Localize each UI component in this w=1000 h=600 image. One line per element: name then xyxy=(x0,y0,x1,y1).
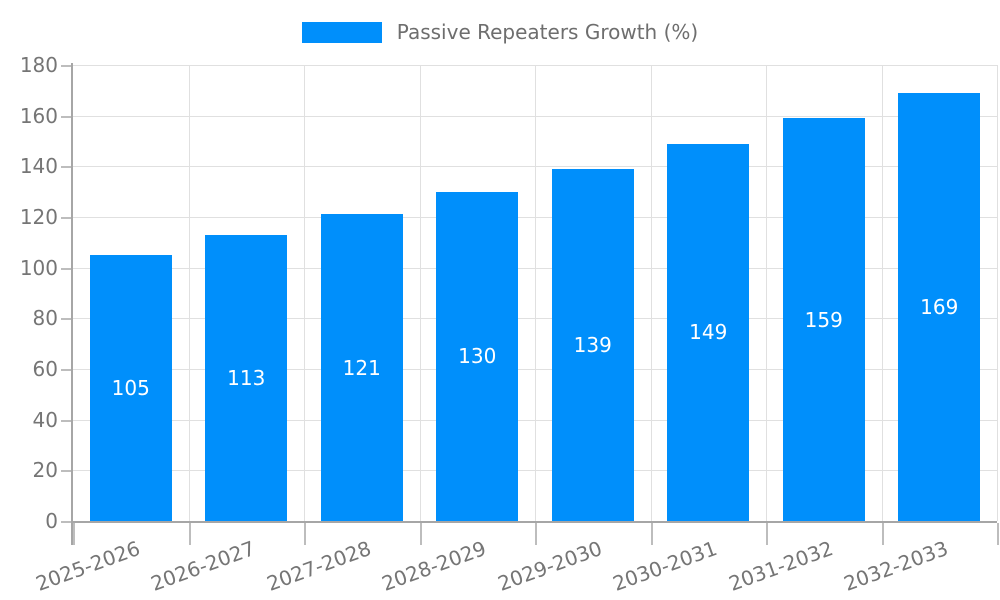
bar-value-label: 130 xyxy=(458,344,497,369)
bar-value-label: 113 xyxy=(227,365,266,390)
y-axis-tick xyxy=(61,419,71,422)
x-axis-tick xyxy=(650,523,653,545)
bar[interactable]: 113 xyxy=(205,234,288,521)
x-axis-tick xyxy=(997,523,999,545)
bar-value-label: 159 xyxy=(804,307,843,332)
x-gridline xyxy=(650,65,652,521)
x-gridline xyxy=(881,65,883,521)
bar-value-label: 105 xyxy=(111,376,150,400)
x-axis-tick xyxy=(881,523,884,545)
y-axis-tick xyxy=(61,65,71,67)
y-axis-label: 160 xyxy=(19,103,58,128)
y-axis-tick xyxy=(61,470,71,473)
y-axis-label: 180 xyxy=(19,53,58,77)
y-axis-tick xyxy=(61,267,71,270)
y-axis-label: 20 xyxy=(32,458,58,483)
x-gridline xyxy=(304,65,305,521)
x-axis-tick xyxy=(535,523,537,545)
y-axis-tick xyxy=(61,318,71,321)
bar[interactable]: 139 xyxy=(551,168,634,521)
y-axis-tick xyxy=(61,217,71,219)
y-axis-tick xyxy=(61,115,71,118)
bar-value-label: 149 xyxy=(689,320,728,345)
bar[interactable]: 159 xyxy=(782,118,865,521)
x-axis-label: 2029-2030 xyxy=(494,536,605,596)
x-axis-label: 2026-2027 xyxy=(147,536,259,596)
x-axis-label: 2025-2026 xyxy=(32,536,143,596)
bar[interactable]: 105 xyxy=(89,255,172,521)
y-axis-label: 140 xyxy=(19,154,58,179)
y-axis-label: 80 xyxy=(32,306,58,331)
x-axis-tick xyxy=(188,523,191,545)
x-gridline xyxy=(766,65,767,521)
bar[interactable]: 169 xyxy=(898,92,981,521)
x-gridline xyxy=(419,65,421,521)
x-gridline xyxy=(997,65,998,521)
bar[interactable]: 121 xyxy=(320,214,403,521)
x-axis-label: 2031-2032 xyxy=(725,536,836,596)
legend-series-label: Passive Repeaters Growth (%) xyxy=(396,20,699,44)
x-axis-tick xyxy=(766,523,768,545)
bar-value-label: 121 xyxy=(342,355,381,380)
x-axis-label: 2027-2028 xyxy=(263,536,374,596)
bar-value-label: 139 xyxy=(573,332,612,357)
x-gridline xyxy=(188,65,190,521)
y-axis-label: 100 xyxy=(19,255,58,280)
legend[interactable]: Passive Repeaters Growth (%) xyxy=(0,20,1000,44)
bar[interactable]: 149 xyxy=(667,143,750,521)
y-axis-tick xyxy=(61,166,71,169)
y-axis-label: 0 xyxy=(45,509,58,533)
bar-value-label: 169 xyxy=(920,294,959,319)
y-axis-tick xyxy=(61,521,71,523)
x-axis-label: 2032-2033 xyxy=(840,536,952,596)
legend-swatch-icon xyxy=(301,21,382,43)
x-axis-line xyxy=(63,521,997,523)
y-axis-label: 40 xyxy=(32,407,58,432)
x-axis-label: 2028-2029 xyxy=(378,536,490,596)
x-gridline xyxy=(535,65,536,521)
x-axis-tick xyxy=(73,523,75,545)
x-axis-tick xyxy=(304,523,306,545)
y-axis-label: 60 xyxy=(32,357,58,381)
x-axis-label: 2030-2031 xyxy=(609,536,721,596)
bar[interactable]: 130 xyxy=(436,191,519,521)
y-axis-tick xyxy=(61,369,71,371)
y-axis-line xyxy=(71,63,73,545)
y-axis-label: 120 xyxy=(19,205,58,229)
x-axis-tick xyxy=(419,523,422,545)
